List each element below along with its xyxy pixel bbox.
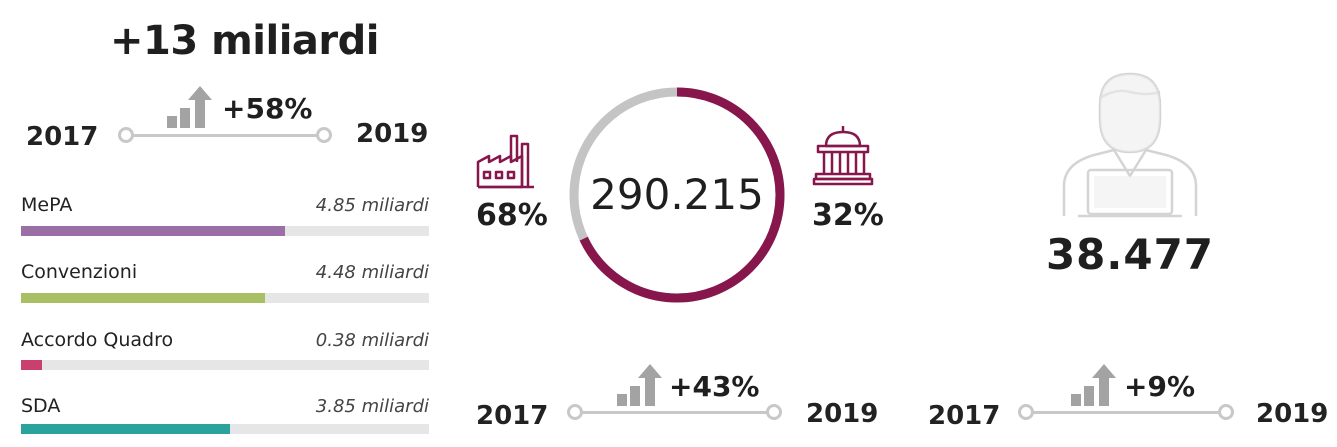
- timeline-end-dot: [316, 127, 332, 143]
- bar-label-mepa: MePA: [21, 194, 73, 216]
- bar-growth-arrow-icon: [1071, 364, 1116, 406]
- timeline-start-dot: [118, 127, 134, 143]
- spend-year-end: 2019: [356, 119, 429, 149]
- bar-label-sda: SDA: [21, 395, 61, 417]
- bar-growth-arrow-icon: [167, 86, 212, 128]
- suppliers-ring-chart: [569, 87, 785, 303]
- suppliers-total: 290.215: [590, 170, 764, 219]
- suppliers-timeline: [574, 411, 774, 414]
- companies-pct: 68%: [476, 198, 548, 233]
- users-year-start: 2017: [928, 401, 1001, 431]
- suppliers-year-end: 2019: [806, 399, 879, 429]
- bar-fill-convenzioni: [21, 293, 265, 303]
- bar-value-sda: 3.85 miliardi: [315, 396, 429, 417]
- bar-growth-arrow-icon: [617, 364, 662, 406]
- factory-icon: [476, 134, 534, 189]
- spend-year-start: 2017: [26, 122, 99, 152]
- bar-fill-sda: [21, 424, 230, 434]
- bar-label-convenzioni: Convenzioni: [21, 261, 138, 283]
- bar-value-accordo-quadro: 0.38 miliardi: [315, 330, 429, 351]
- timeline-end-dot: [766, 404, 782, 420]
- bar-track-convenzioni: [21, 293, 429, 303]
- user-laptop-icon: [1062, 72, 1198, 218]
- suppliers-change: +43%: [669, 370, 760, 403]
- bar-fill-mepa: [21, 226, 285, 236]
- public-pct: 32%: [812, 198, 884, 233]
- bar-track-accordo-quadro: [21, 360, 429, 370]
- spend-title: +13 miliardi: [110, 18, 379, 64]
- bar-fill-accordo-quadro: [21, 360, 42, 370]
- spend-timeline: [124, 134, 324, 137]
- users-timeline: [1025, 411, 1225, 414]
- bar-track-sda: [21, 424, 429, 434]
- users-change: +9%: [1124, 370, 1195, 403]
- ring-companies-segment: [569, 87, 785, 303]
- bar-label-accordo-quadro: Accordo Quadro: [21, 329, 174, 351]
- suppliers-year-start: 2017: [476, 401, 549, 431]
- bar-value-convenzioni: 4.48 miliardi: [315, 262, 429, 283]
- public-building-icon: [812, 126, 874, 186]
- bar-track-mepa: [21, 226, 429, 236]
- users-year-end: 2019: [1256, 399, 1329, 429]
- spend-change: +58%: [222, 92, 313, 125]
- timeline-end-dot: [1218, 404, 1234, 420]
- timeline-start-dot: [1018, 404, 1034, 420]
- timeline-start-dot: [567, 404, 583, 420]
- users-total: 38.477: [1045, 230, 1215, 279]
- bar-value-mepa: 4.85 miliardi: [315, 195, 429, 216]
